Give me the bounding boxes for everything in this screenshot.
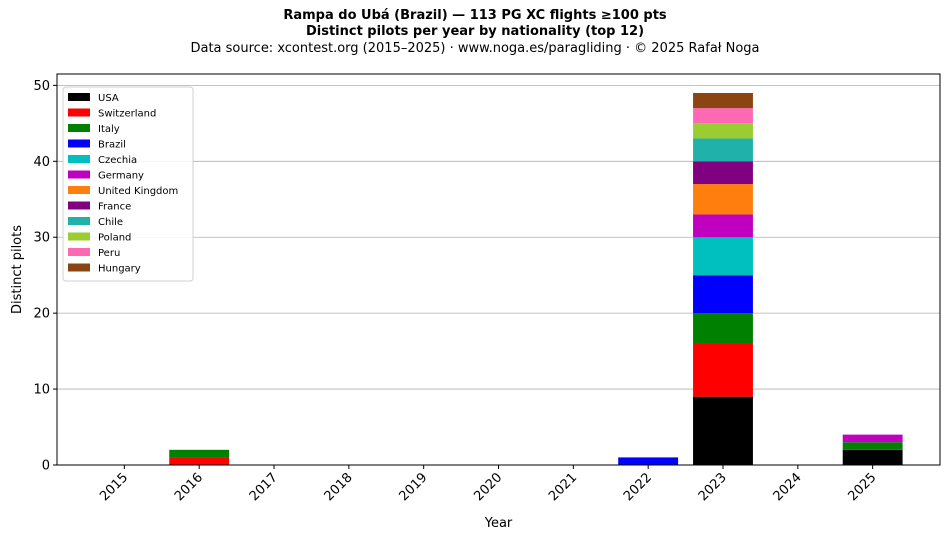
y-axis-label: Distinct pilots [10,225,25,314]
x-tick-label: 2023 [696,470,730,504]
bar-segment-usa-2023 [693,396,753,465]
legend-label: Hungary [98,264,141,275]
legend-label: Brazil [98,140,126,151]
x-tick-label: 2018 [322,470,356,504]
legend-swatch-hungary [68,263,90,272]
legend-swatch-poland [68,232,90,241]
legend-swatch-peru [68,248,90,256]
legend-box [62,86,194,282]
x-tick-label: 2019 [396,470,430,504]
y-tick-label: 20 [33,307,50,322]
y-tick-label: 30 [33,231,50,246]
chart-subtitle: Data source: xcontest.org (2015–2025) · … [190,41,760,56]
x-tick-label: 2025 [845,470,879,504]
legend-label: France [98,202,131,213]
bar-segment-france-2023 [693,161,753,185]
legend-label: USA [98,93,119,104]
legend-swatch-france [68,201,90,210]
x-tick-label: 2022 [621,470,655,504]
y-tick-label: 0 [42,459,50,474]
bar-segment-usa-2025 [842,449,903,465]
chart-title: Rampa do Ubá (Brazil) — 113 PG XC flight… [283,8,667,23]
bar-segment-germany-2025 [842,434,903,443]
legend-swatch-germany [68,170,90,179]
bar-segment-hungary-2023 [693,92,753,109]
legend-label: Poland [98,233,131,244]
legend-label: Chile [98,217,123,228]
legend-label: United Kingdom [98,186,178,197]
y-tick-label: 40 [33,155,50,170]
legend-swatch-chile [68,217,90,225]
legend-swatch-united-kingdom [68,186,90,194]
x-tick-label: 2015 [97,470,131,504]
legend-swatch-switzerland [68,108,90,117]
x-tick-label: 2016 [172,470,206,504]
legend-label: Switzerland [98,109,156,120]
legend-swatch-czechia [68,155,90,163]
legend-swatch-usa [68,93,90,101]
chart-titles: Rampa do Ubá (Brazil) — 113 PG XC flight… [0,8,950,58]
bar-segment-germany-2023 [693,214,753,238]
chart-title-secondary: Distinct pilots per year by nationality … [305,24,645,39]
legend-swatch-italy [68,124,90,132]
legend-label: Czechia [98,155,137,166]
bar-segment-brazil-2023 [693,275,753,314]
x-tick-label: 2021 [546,470,580,504]
x-tick-label: 2020 [471,470,505,504]
legend-label: Italy [98,124,120,135]
legend-swatch-brazil [68,139,90,148]
bar-segment-switzerland-2016 [169,457,230,465]
bar-segment-czechia-2023 [693,237,753,276]
bar-segment-italy-2016 [169,449,230,458]
y-tick-label: 50 [33,79,50,94]
bar-segment-united-kingdom-2023 [693,184,753,215]
bar-segment-brazil-2022 [618,457,679,465]
legend-label: Peru [98,248,120,259]
legend-label: Germany [98,171,144,182]
y-tick-label: 10 [33,383,50,398]
bar-segment-italy-2025 [842,442,903,450]
x-axis-label: Year [484,516,513,531]
bar-segment-poland-2023 [693,123,753,139]
x-tick-label: 2024 [771,470,805,504]
x-tick-label: 2017 [247,470,281,504]
bar-segment-italy-2023 [693,313,753,344]
bar-segment-switzerland-2023 [693,343,753,397]
bar-segment-peru-2023 [693,108,753,124]
bar-segment-chile-2023 [693,138,753,162]
